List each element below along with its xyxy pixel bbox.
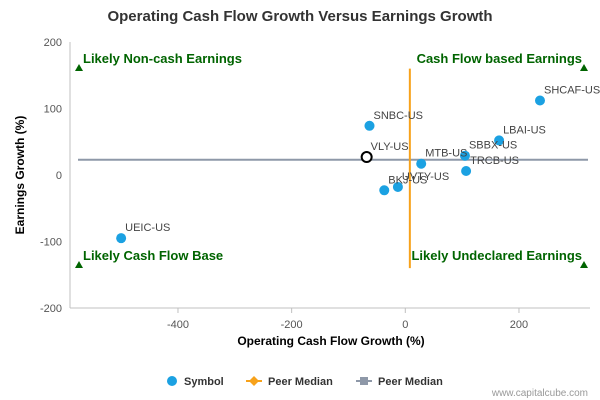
- y-tick-label: 100: [44, 104, 62, 116]
- data-point-mtb-us[interactable]: [416, 158, 427, 169]
- data-point-trcb-us[interactable]: [461, 166, 472, 177]
- quadrant-label-top-right: Cash Flow based Earnings: [417, 51, 582, 66]
- data-label-trcb-us: TRCB-US: [470, 155, 519, 167]
- data-point-sbbx-us[interactable]: [459, 150, 470, 161]
- y-tick-label: -100: [40, 237, 62, 249]
- legend-label-peer-median-x: Peer Median: [268, 376, 333, 388]
- data-label-lbai-us: LBAI-US: [503, 124, 546, 136]
- legend: Symbol Peer Median Peer Median: [167, 376, 443, 388]
- data-point-lbai-us[interactable]: [494, 135, 505, 146]
- legend-item-symbol[interactable]: Symbol: [167, 376, 224, 388]
- quadrant-triangle-marker: [580, 261, 588, 268]
- legend-marker-diamond: [249, 376, 259, 386]
- y-tick-label: -200: [40, 303, 62, 315]
- data-label-snbc-us: SNBC-US: [373, 110, 423, 122]
- quadrant-label-bottom-right: Likely Undeclared Earnings: [411, 248, 582, 263]
- legend-marker-circle: [167, 376, 177, 386]
- legend-item-peer-median-y[interactable]: Peer Median: [356, 376, 443, 388]
- data-point-snbc-us[interactable]: [364, 120, 375, 131]
- data-point-vly-us[interactable]: [360, 151, 373, 164]
- chart-title: Operating Cash Flow Growth Versus Earnin…: [107, 8, 492, 25]
- x-axis-label: Operating Cash Flow Growth (%): [237, 334, 424, 348]
- y-tick-label: 0: [56, 170, 62, 182]
- legend-marker-square: [360, 377, 368, 385]
- plot-area: 200 100 0 -100 -200 -400 -200 0 200 Likely Non-ca…: [40, 37, 600, 331]
- quadrant-triangle-marker: [75, 261, 83, 268]
- legend-label-symbol: Symbol: [184, 376, 224, 388]
- x-tick-label: -200: [281, 319, 303, 331]
- legend-item-peer-median-x[interactable]: Peer Median: [246, 376, 333, 388]
- data-point-bkj-us[interactable]: [379, 185, 390, 196]
- quadrant-label-bottom-left: Likely Cash Flow Base: [83, 248, 223, 263]
- data-label-shcaf-us: SHCAF-US: [544, 85, 600, 97]
- data-point-uvty-us[interactable]: [392, 181, 403, 192]
- y-tick-label: 200: [44, 37, 62, 49]
- quadrant-triangle-marker: [75, 64, 83, 71]
- data-label-uvty-us: UVTY-US: [402, 171, 449, 183]
- legend-label-peer-median-y: Peer Median: [378, 376, 443, 388]
- data-label-sbbx-us: SBBX-US: [469, 140, 517, 152]
- data-label-vly-us: VLY-US: [371, 141, 409, 153]
- quadrant-label-top-left: Likely Non-cash Earnings: [83, 51, 242, 66]
- data-label-ueic-us: UEIC-US: [125, 222, 170, 234]
- x-tick-label: 200: [510, 319, 528, 331]
- credit-text: www.capitalcube.com: [491, 388, 588, 399]
- data-label-mtb-us: MTB-US: [425, 148, 467, 160]
- data-point-shcaf-us[interactable]: [534, 95, 545, 106]
- x-tick-label: 0: [402, 319, 408, 331]
- y-axis-label: Earnings Growth (%): [13, 116, 27, 235]
- x-tick-label: -400: [167, 319, 189, 331]
- quadrant-triangle-marker: [580, 64, 588, 71]
- data-point-ueic-us[interactable]: [116, 233, 127, 244]
- data-label-bkj-us: BKJ-US: [388, 174, 427, 186]
